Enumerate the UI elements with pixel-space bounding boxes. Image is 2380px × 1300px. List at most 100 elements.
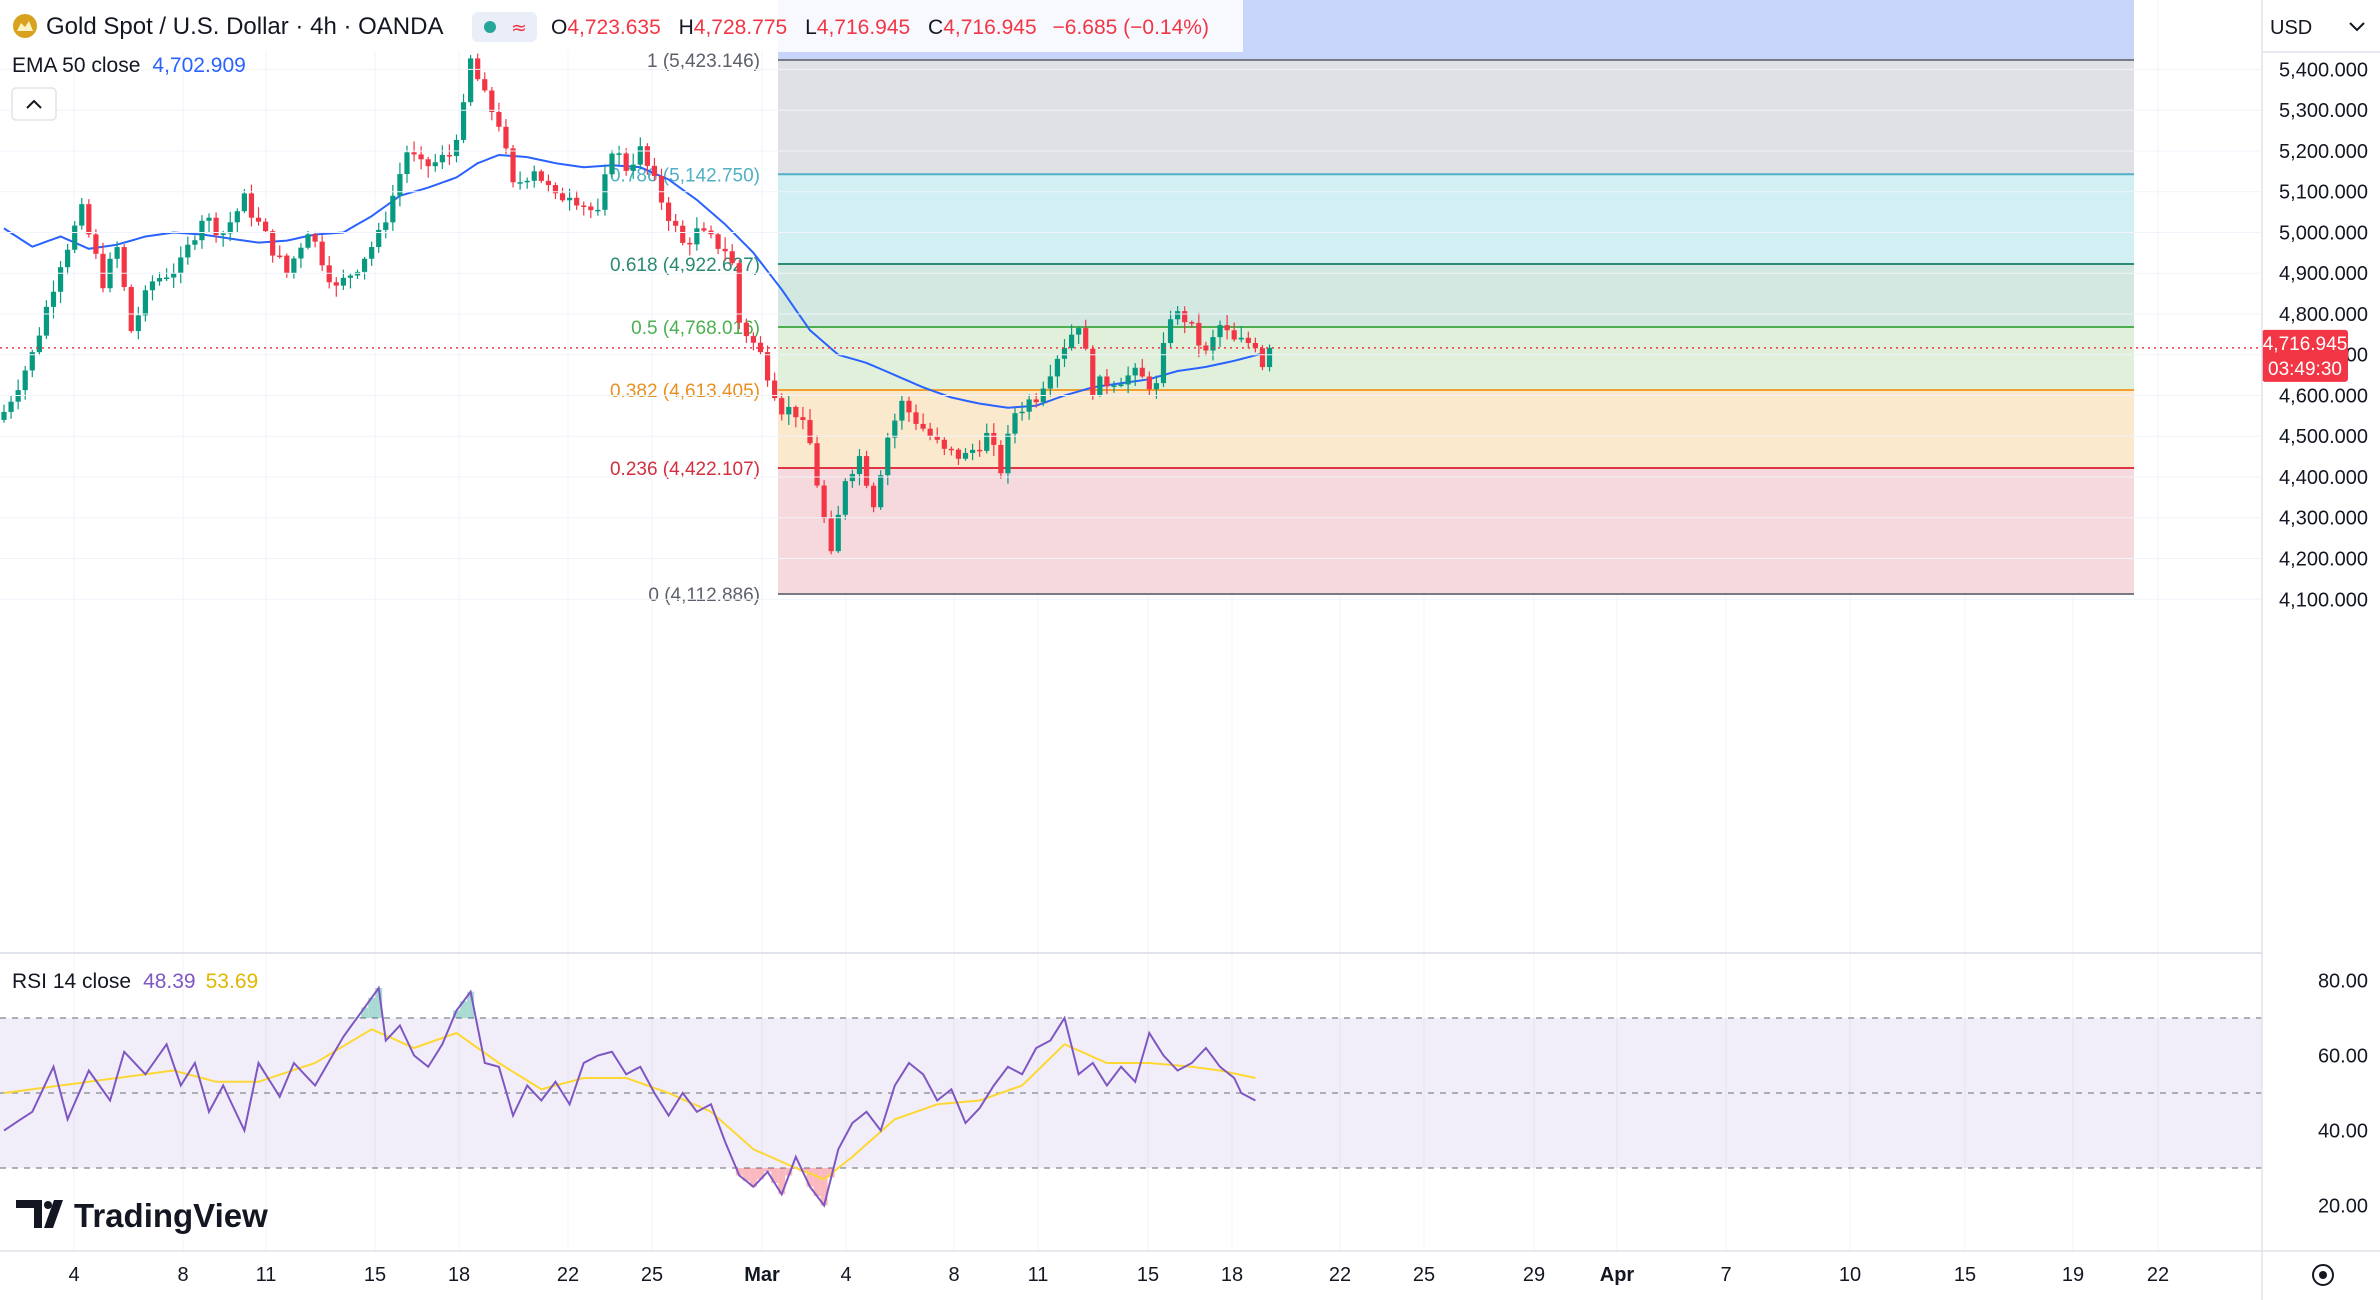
candle-body (800, 417, 806, 421)
candle-body (57, 267, 64, 292)
candle-body (644, 146, 650, 166)
candle-body (906, 400, 912, 413)
candle-body (93, 234, 99, 254)
time-tick-label: 22 (557, 1264, 579, 1286)
candle-body (213, 217, 219, 236)
chevron-down-icon (2349, 22, 2365, 32)
market-status-badge[interactable]: ≈ (472, 12, 537, 42)
rsi-value: 48.39 (143, 970, 196, 993)
candle-body (1196, 322, 1202, 346)
candle-body (786, 406, 792, 415)
rsi-panel (0, 988, 2262, 1206)
tradingview-logo[interactable]: TradingView (16, 1197, 268, 1234)
fib-zone (778, 327, 2134, 391)
candle-body (171, 272, 177, 278)
candle-body (1252, 342, 1258, 349)
candle-body (743, 322, 749, 337)
candle-body (637, 146, 643, 165)
price-tick-label: 4,300.000 (2279, 508, 2368, 530)
candle-body (772, 380, 778, 399)
fib-lines[interactable] (778, 59, 2134, 595)
candle-body (651, 165, 658, 177)
candle-body (489, 90, 495, 112)
candle-body (404, 152, 410, 175)
candle-body (1160, 343, 1167, 384)
candle-body (750, 336, 757, 343)
candle-body (1266, 347, 1273, 368)
candle-body (984, 432, 990, 451)
candle-body (673, 220, 679, 226)
candle-body (701, 228, 707, 231)
candle-body (1090, 348, 1096, 396)
rsi-axis[interactable]: 20.00 40.00 60.00 80.00 (2318, 971, 2368, 1218)
candle-body (842, 481, 848, 515)
candle-body (50, 291, 57, 307)
candle-body (185, 244, 191, 258)
time-axis[interactable]: 4 8 11 15 18 22 25 Mar 4 8 11 15 18 22 25 29 Apr 7 10 15 19 2… (68, 1264, 2169, 1286)
ema-legend[interactable]: EMA 50 close 4,702.909 (12, 54, 246, 77)
countdown-value: 03:49:30 (2268, 359, 2342, 380)
candle-body (934, 436, 940, 440)
symbol-title[interactable]: Gold Spot / U.S. Dollar · 4h · OANDA (46, 13, 443, 40)
fib-zone (778, 263, 2134, 327)
gold-symbol-icon (13, 14, 37, 38)
candle-body (680, 225, 686, 243)
candle-body (312, 234, 318, 242)
candle-body (446, 155, 453, 157)
collapse-legend-button[interactable] (11, 87, 57, 121)
candle-body (1238, 337, 1244, 340)
time-tick-label: 22 (2147, 1264, 2169, 1286)
candle-body (262, 221, 269, 232)
candle-body (779, 398, 785, 415)
close-label: C (928, 16, 943, 39)
candle-body (892, 420, 898, 438)
candle-body (460, 102, 467, 140)
settings-gear-icon[interactable] (2312, 1264, 2334, 1286)
candle-body (835, 514, 841, 552)
candle-body (538, 171, 544, 181)
candle-body (298, 247, 304, 259)
candle-body (248, 193, 255, 218)
candle-body (559, 193, 566, 201)
candle-body (347, 275, 354, 278)
candle-body (1104, 376, 1110, 387)
brand-name: TradingView (74, 1197, 268, 1234)
candle-body (121, 247, 127, 288)
candle-body (517, 182, 523, 184)
fib-zone (778, 467, 2134, 594)
candle-body (503, 126, 509, 149)
candle-body (340, 277, 346, 286)
candle-body (524, 180, 530, 183)
candle-body (1054, 358, 1061, 377)
candle-body (1076, 328, 1082, 335)
rsi-tick-label: 80.00 (2318, 971, 2368, 993)
fib-zone (778, 174, 2134, 264)
candle-body (142, 290, 148, 316)
price-tick-label: 4,400.000 (2279, 467, 2368, 489)
rsi-tick-label: 20.00 (2318, 1196, 2368, 1218)
open-label: O (551, 16, 567, 39)
candle-body (863, 456, 870, 486)
candle-body (43, 306, 50, 336)
ohlc-readout: O4,723.635 H4,728.775 L4,716.945 C4,716.… (551, 16, 1209, 39)
rsi-line (3, 985, 1256, 1208)
time-tick-label: 15 (1137, 1264, 1159, 1286)
candle-body (630, 164, 636, 171)
candle-body (913, 412, 919, 424)
time-tick-label: Mar (744, 1264, 780, 1286)
candle-body (475, 58, 481, 80)
fib-label-0: 0 (4,112.886) (648, 585, 760, 606)
chevron-up-icon (26, 99, 42, 109)
rsi-legend[interactable]: RSI 14 close 48.39 53.69 (12, 970, 258, 993)
currency-selector[interactable]: USD (2262, 17, 2380, 53)
price-tick-label: 4,600.000 (2279, 385, 2368, 407)
close-value: 4,716.945 (943, 16, 1036, 39)
tradingview-logo-icon (16, 1200, 63, 1228)
price-tick-label: 4,200.000 (2279, 548, 2368, 570)
candle-body (100, 253, 106, 289)
candle-body (687, 242, 693, 245)
candle-body (856, 456, 863, 475)
currency-label[interactable]: USD (2270, 17, 2312, 39)
time-tick-label: 11 (1028, 1264, 1049, 1286)
